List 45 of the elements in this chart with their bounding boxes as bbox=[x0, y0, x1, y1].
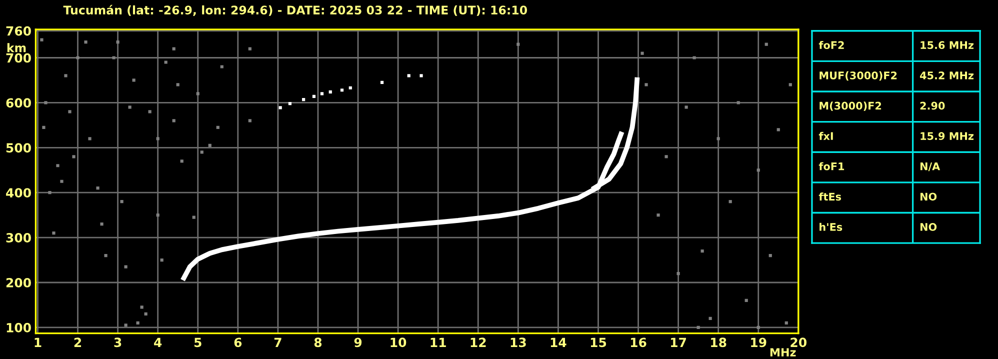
text: foF1 bbox=[818, 162, 844, 170]
text: 15.6 MHz bbox=[920, 41, 974, 50]
text: fxI bbox=[818, 132, 833, 140]
y-axis-title: km bbox=[7, 43, 26, 52]
y-tick-label: 700 bbox=[6, 53, 31, 63]
x-tick-label: 8 bbox=[314, 338, 322, 348]
x-tick-label: 10 bbox=[390, 338, 406, 348]
x-tick-label: 16 bbox=[630, 338, 646, 348]
x-tick-label: 1 bbox=[34, 338, 42, 347]
y-tick-label: 600 bbox=[6, 98, 31, 108]
x-tick-label: 4 bbox=[154, 338, 162, 347]
text: MUF(3000)F2 bbox=[820, 71, 897, 81]
y-tick-label: 500 bbox=[6, 143, 31, 153]
y-tick-label: 300 bbox=[6, 233, 31, 242]
y-tick-label: 200 bbox=[6, 278, 31, 288]
y-tick-label: 760 bbox=[6, 26, 31, 36]
text: M(3000)F2 bbox=[820, 102, 882, 111]
text: 15.9 MHz bbox=[920, 132, 974, 140]
y-tick-label: 400 bbox=[6, 188, 31, 198]
text: 2.90 bbox=[920, 102, 945, 110]
x-tick-label: 9 bbox=[354, 338, 362, 348]
x-tick-label: 12 bbox=[470, 338, 486, 347]
x-tick-label: 19 bbox=[751, 338, 766, 348]
x-tick-label: 18 bbox=[711, 338, 726, 348]
x-tick-label: 17 bbox=[671, 338, 686, 347]
x-tick-label: 13 bbox=[510, 338, 526, 348]
text: h'Es bbox=[820, 222, 842, 231]
x-tick-label: 5 bbox=[194, 338, 202, 348]
chart-title: Tucumán (lat: -26.9, lon: 294.6) - DATE: 2025 03 22 - TIME (UT): 16:10 bbox=[63, 4, 528, 16]
x-tick-label: 6 bbox=[234, 338, 242, 348]
text: ftEs bbox=[818, 192, 842, 201]
x-tick-label: 15 bbox=[590, 338, 606, 348]
x-tick-label: 14 bbox=[550, 338, 566, 347]
x-tick-label: 20 bbox=[790, 338, 806, 348]
x-axis-title: MHz bbox=[770, 348, 796, 356]
x-tick-label: 11 bbox=[430, 338, 446, 347]
y-tick-label: 100 bbox=[6, 322, 31, 332]
text: foF2 bbox=[818, 40, 844, 50]
x-tick-label: 2 bbox=[74, 338, 82, 347]
text: N/A bbox=[920, 162, 940, 172]
x-tick-label: 3 bbox=[114, 338, 122, 348]
text: NO bbox=[920, 223, 937, 231]
text: 45.2 MHz bbox=[920, 71, 974, 80]
text: NO bbox=[920, 192, 937, 201]
x-tick-label: 7 bbox=[274, 338, 282, 347]
